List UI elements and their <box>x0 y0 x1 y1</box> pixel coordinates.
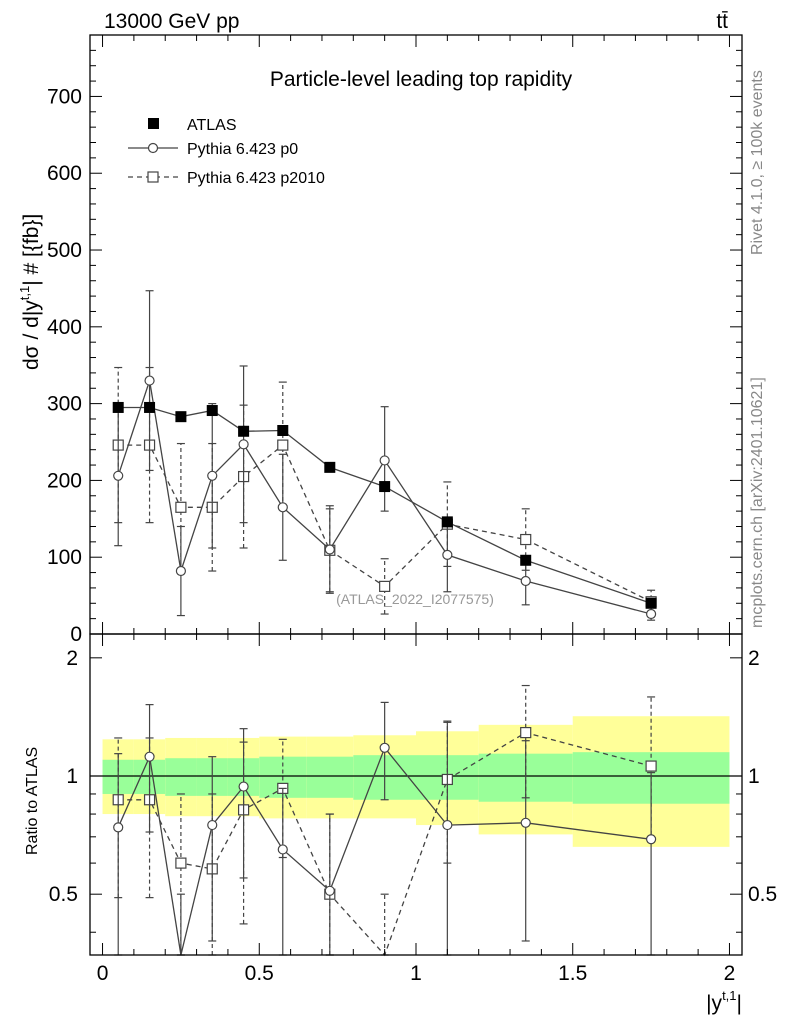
main-ylabel-a: dσ / d|y <box>20 300 43 370</box>
x-axis-label: |yt,1| <box>706 988 742 1015</box>
header-left: 13000 GeV pp <box>104 10 239 33</box>
main-ytick-label-3: 300 <box>47 393 82 416</box>
main-series <box>112 290 657 621</box>
main-ytick-label-6: 600 <box>47 162 82 185</box>
rivet-label: Rivet 4.1.0, ≥ 100k events <box>749 70 766 255</box>
ratio-p2010-point-10 <box>645 760 657 772</box>
watermark: (ATLAS_2022_I2077575) <box>336 591 494 607</box>
main-p0-point-6 <box>324 544 335 555</box>
main-p0-point-1 <box>144 375 155 386</box>
ratio-band-inner-6 <box>306 756 354 798</box>
main-p0-point-5 <box>277 502 288 513</box>
legend-p2010-label: Pythia 6.423 p2010 <box>187 170 325 187</box>
main-atlas-point-8 <box>441 516 453 528</box>
x-tick-label-1: 0.5 <box>245 962 274 985</box>
main-atlas-point-6 <box>324 461 336 473</box>
ratio-p0-point-5 <box>277 844 288 855</box>
main-atlas-point-2 <box>175 411 187 423</box>
ratio-p0-point-4 <box>238 781 249 792</box>
main-p0-point-2 <box>175 565 187 577</box>
x-tick-label-2: 1 <box>410 962 422 985</box>
main-p0-point-9 <box>520 575 531 587</box>
main-atlas-point-5 <box>277 424 289 436</box>
x-tick-label-0: 0 <box>97 962 109 985</box>
ratio-ytick-label-left-2: 2 <box>66 647 78 670</box>
main-ytick-label-1: 100 <box>47 546 82 569</box>
ratio-p0-point-3 <box>207 819 218 831</box>
ratio-ytick-label-left-1: 1 <box>66 765 78 788</box>
ratio-ylabel: Ratio to ATLAS <box>24 747 41 855</box>
main-atlas-point-0 <box>112 401 124 413</box>
main-atlas-point-10 <box>645 597 657 609</box>
main-p0-point-10 <box>645 608 657 620</box>
ratio-p0-point-1 <box>144 751 155 762</box>
x-axis-label-sup: t,1 <box>722 988 736 1003</box>
header-right: tt̄ <box>716 10 728 33</box>
main-ytick-label-7: 700 <box>47 85 82 108</box>
ratio-p0-point-0 <box>113 822 124 833</box>
ratio-p0-point-7 <box>379 742 390 753</box>
legend-atlas-marker <box>148 118 159 129</box>
main-atlas-point-7 <box>379 481 391 493</box>
legend-p2010-marker <box>147 171 159 183</box>
chart-title: Particle-level leading top rapidity <box>270 68 573 91</box>
ratio-p2010-point-2 <box>175 857 187 869</box>
main-p0-point-4 <box>238 439 249 450</box>
main-atlas-point-1 <box>144 401 156 413</box>
main-ytick-label-0: 0 <box>70 623 82 646</box>
ratio-band-inner-2 <box>165 758 197 796</box>
ratio-series <box>112 684 657 957</box>
main-p0-point-0 <box>113 470 124 481</box>
ratio-ytick-label-right-2: 2 <box>748 647 760 670</box>
main-atlas-point-9 <box>520 554 532 566</box>
main-p2010-point-2 <box>175 501 187 513</box>
legend-p0-label: Pythia 6.423 p0 <box>187 141 298 158</box>
main-ytick-label-2: 200 <box>47 469 82 492</box>
legend: ATLAS Pythia 6.423 p0 Pythia 6.423 p2010 <box>128 117 325 187</box>
main-ylabel: dσ / d|yt,1| # [{fb}] <box>17 214 43 370</box>
main-p0-point-3 <box>207 470 218 481</box>
main-ytick-label-5: 500 <box>47 239 82 262</box>
main-ytick-label-4: 400 <box>47 316 82 339</box>
ratio-p0-point-9 <box>520 817 531 828</box>
legend-p0-marker <box>147 142 159 154</box>
main-axes: 0 100 200 300 400 500 600 700 <box>47 34 743 646</box>
ratio-p2010-point-9 <box>520 726 532 739</box>
ratio-p0-point-6 <box>324 885 335 896</box>
ratio-ytick-label-right-1: 1 <box>748 765 760 788</box>
x-axis-label-a: |y <box>706 992 722 1015</box>
x-axis-label-b: | <box>737 992 742 1015</box>
ratio-p0-point-10 <box>645 834 657 845</box>
ratio-p0-point-8 <box>442 819 453 831</box>
ratio-ytick-label-right-0: 0.5 <box>748 883 777 906</box>
main-atlas-point-3 <box>206 405 218 417</box>
main-p0-point-8 <box>442 549 453 561</box>
legend-atlas-label: ATLAS <box>187 117 237 134</box>
ratio-axes: 0 0.5 1 1.5 2 0.5 0.5 1 1 2 2 <box>49 633 777 985</box>
x-tick-label-3: 1.5 <box>558 962 587 985</box>
ratio-panel <box>90 716 742 847</box>
ratio-ytick-label-left-0: 0.5 <box>49 883 78 906</box>
mcplots-label: mcplots.cern.ch [arXiv:2401.10621] <box>749 377 766 628</box>
main-p0-point-7 <box>379 455 390 466</box>
x-tick-label-4: 2 <box>724 962 736 985</box>
main-ylabel-b: | # [{fb}] <box>20 214 43 286</box>
main-atlas-point-4 <box>238 425 250 437</box>
main-p2010-point-7 <box>379 580 391 592</box>
main-ylabel-sup: t,1 <box>17 286 32 300</box>
main-p2010-point-9 <box>520 533 532 546</box>
main-p2010-point-5 <box>277 439 289 451</box>
